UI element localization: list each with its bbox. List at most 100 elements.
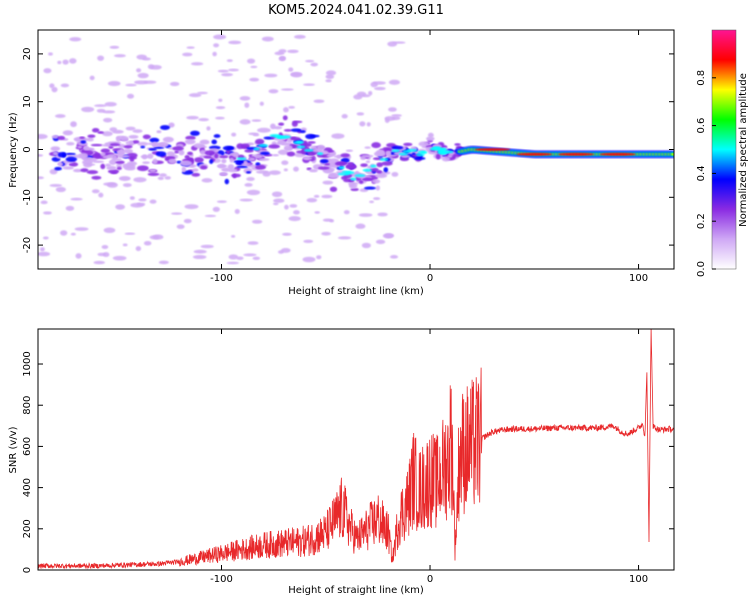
spectrogram-noise-blob	[89, 75, 95, 81]
spectrogram-noise-blob	[81, 106, 95, 113]
spectrogram-noise-blob	[249, 77, 260, 82]
spectrogram-signal-blob	[108, 145, 114, 149]
spectrogram-signal-blob	[213, 134, 221, 138]
spectrogram-signal-blob	[329, 186, 338, 192]
spectrogram-signal-blob	[153, 146, 165, 150]
spectrogram-noise-blob	[322, 180, 334, 185]
spectrogram-noise-blob	[293, 34, 306, 39]
spectrogram-signal-blob	[118, 151, 125, 155]
spectrogram-signal-blob	[87, 158, 98, 163]
spectrogram-noise-blob	[279, 56, 286, 61]
spectrogram-noise-blob	[259, 101, 264, 106]
y-tick-label: 200	[22, 519, 33, 538]
spectrogram-x-ticks: -100 0 100	[210, 30, 648, 284]
spectrogram-noise-blob	[274, 51, 285, 56]
spectrogram-noise-blob	[293, 210, 300, 215]
spectrogram-noise-blob	[198, 118, 210, 122]
spectrogram-noise-blob	[55, 186, 66, 193]
snr-frame	[37, 328, 675, 571]
spectrogram-signal-blob	[371, 142, 381, 149]
spectrogram-marks	[38, 34, 674, 265]
spectrogram-signal-blob	[273, 125, 283, 130]
spectrogram-signal-blob	[86, 170, 99, 175]
spectrogram-noise-blob	[204, 214, 217, 218]
spectrogram-noise-blob	[356, 112, 365, 116]
spectrogram-core-blob	[402, 149, 411, 153]
spectrogram-signal-blob	[149, 169, 157, 173]
spectrogram-signal-blob	[221, 167, 230, 172]
spectrogram-noise-blob	[183, 218, 192, 224]
spectrogram-noise-blob	[188, 93, 202, 98]
spectrogram-signal-blob	[248, 157, 256, 161]
spectrogram-signal-blob	[78, 152, 89, 158]
spectrogram-signal-blob	[299, 130, 306, 134]
spectrogram-signal-blob	[221, 158, 227, 164]
spectrogram-noise-blob	[60, 230, 68, 236]
spectrogram-noise-blob	[54, 114, 66, 118]
spectrogram-noise-blob	[313, 99, 325, 103]
spectrogram-signal-blob	[162, 136, 174, 143]
snr-panel: -100 0 100 0 200 400 600 800 1000 Height of str…	[8, 328, 675, 596]
spectrogram-signal-blob	[100, 148, 111, 154]
y-tick-label: 1000	[22, 351, 33, 376]
spectrogram-signal-blob	[272, 153, 279, 157]
spectrogram-noise-blob	[355, 223, 366, 229]
spectrogram-noise-blob	[86, 137, 94, 142]
spectrogram-noise-blob	[158, 260, 169, 265]
spectrogram-noise-blob	[391, 171, 399, 177]
spectrogram-noise-blob	[337, 236, 352, 240]
colorbar-label: Normalized spectral amplitude	[738, 73, 749, 227]
spectrogram-signal-blob	[219, 155, 229, 159]
spectrogram-signal-blob	[309, 169, 318, 173]
spectrogram-noise-blob	[234, 209, 240, 214]
spectrogram-core-blob	[269, 134, 281, 138]
spectrogram-signal-blob	[65, 152, 76, 156]
spectrogram-noise-blob	[250, 65, 258, 69]
spectrogram-signal-blob	[283, 129, 293, 132]
spectrogram-signal-blob	[136, 165, 149, 172]
spectrogram-signal-blob	[326, 153, 333, 158]
spectrogram-signal-blob	[292, 120, 303, 124]
spectrogram-noise-blob	[251, 219, 263, 224]
spectrogram-x-label: Height of straight line (km)	[288, 286, 424, 297]
spectrogram-signal-blob	[51, 135, 60, 139]
spectrogram-signal-blob	[426, 136, 435, 141]
spectrogram-signal-blob	[305, 133, 316, 140]
spectrogram-noise-blob	[40, 247, 45, 252]
spectrogram-noise-blob	[186, 46, 195, 49]
spectrogram-signal-blob	[381, 161, 393, 166]
x-tick-label: 0	[427, 273, 433, 284]
spectrogram-signal-blob	[192, 168, 199, 172]
spectrogram-noise-blob	[143, 241, 152, 246]
spectrogram-signal-blob	[307, 141, 316, 144]
spectrogram-signal-blob	[258, 158, 270, 161]
spectrogram-signal-blob	[107, 169, 120, 174]
spectrogram-noise-blob	[69, 58, 77, 64]
spectrogram-noise-blob	[112, 255, 127, 261]
spectrogram-noise-blob	[261, 36, 274, 42]
spectrogram-core-blob	[282, 135, 291, 139]
page-title: KOM5.2024.041.02.39.G11	[268, 3, 444, 18]
spectrogram-noise-blob	[268, 170, 281, 175]
colorbar-tick-label: 0.6	[696, 118, 707, 134]
spectrogram-signal-blob	[286, 151, 296, 157]
spectrogram-noise-blob	[125, 83, 137, 87]
snr-x-ticks: -100 0 100	[210, 329, 648, 585]
spectrogram-noise-blob	[289, 204, 298, 208]
y-tick-label: 10	[22, 95, 33, 108]
spectrogram-noise-blob	[93, 260, 106, 265]
spectrogram-noise-blob	[38, 251, 51, 257]
spectrogram-signal-blob	[50, 146, 61, 152]
spectrogram-signal-blob	[364, 186, 376, 190]
spectrogram-noise-blob	[228, 254, 239, 260]
spectrogram-signal-blob	[391, 145, 404, 150]
spectrogram-noise-blob	[126, 93, 135, 99]
spectrogram-noise-blob	[325, 79, 332, 83]
spectrogram-signal-blob	[227, 146, 234, 150]
spectrogram-signal-blob	[319, 159, 329, 164]
spectrogram-signal-blob	[57, 135, 66, 141]
spectrogram-signal-blob	[435, 153, 441, 160]
spectrogram-signal-blob	[172, 146, 184, 151]
spectrogram-noise-blob	[201, 178, 213, 183]
spectrogram-noise-blob	[38, 176, 45, 180]
